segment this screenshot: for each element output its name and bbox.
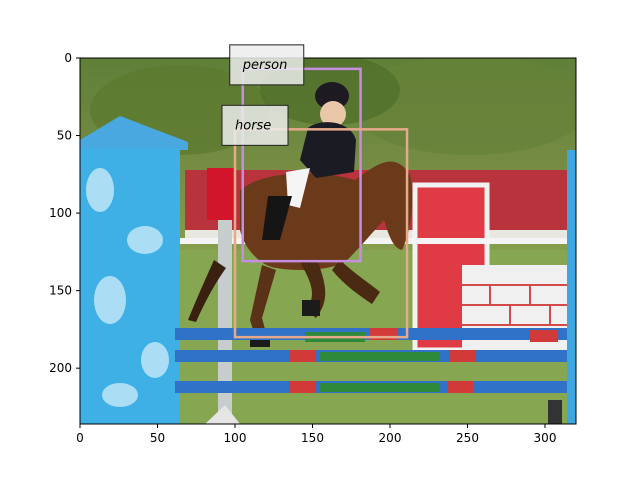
x-tick-label: 100: [224, 431, 247, 445]
detection-overlay: person horse: [221, 44, 409, 339]
x-tick-label: 150: [301, 431, 324, 445]
x-tick-label: 200: [379, 431, 402, 445]
post-texture: [86, 168, 169, 407]
x-tick-label: 50: [150, 431, 165, 445]
x-tick-label: 300: [534, 431, 557, 445]
photo: [80, 58, 576, 424]
x-tick-label: 0: [76, 431, 84, 445]
red-flag: [207, 168, 235, 220]
detection-label-box: [221, 104, 289, 146]
detection-label-box: [229, 44, 305, 86]
y-tick-label: 50: [57, 129, 72, 143]
axes-frame: [79, 57, 577, 425]
x-tick-label: 250: [456, 431, 479, 445]
right-post: [567, 150, 576, 424]
detection-label-horse: horse: [235, 118, 271, 133]
dark-stand: [548, 400, 562, 424]
blue-jump-post-cap: [80, 116, 188, 150]
brick-lines: [462, 284, 570, 326]
red-fence-rail: [185, 230, 576, 238]
detection-box-horse: [233, 128, 409, 339]
y-tick-label: 200: [49, 361, 72, 375]
horse-figure: [188, 161, 413, 347]
rider-figure: [262, 82, 356, 240]
y-axis: 0 50 100 150 200: [49, 51, 80, 375]
x-axis: 0 50 100 150 200 250 300: [76, 424, 556, 445]
y-tick-label: 0: [64, 51, 72, 65]
detection-label-person: person: [242, 58, 288, 73]
y-tick-label: 100: [49, 206, 72, 220]
pole-base: [205, 405, 240, 424]
white-rail: [180, 238, 576, 244]
y-tick-label: 150: [49, 284, 72, 298]
